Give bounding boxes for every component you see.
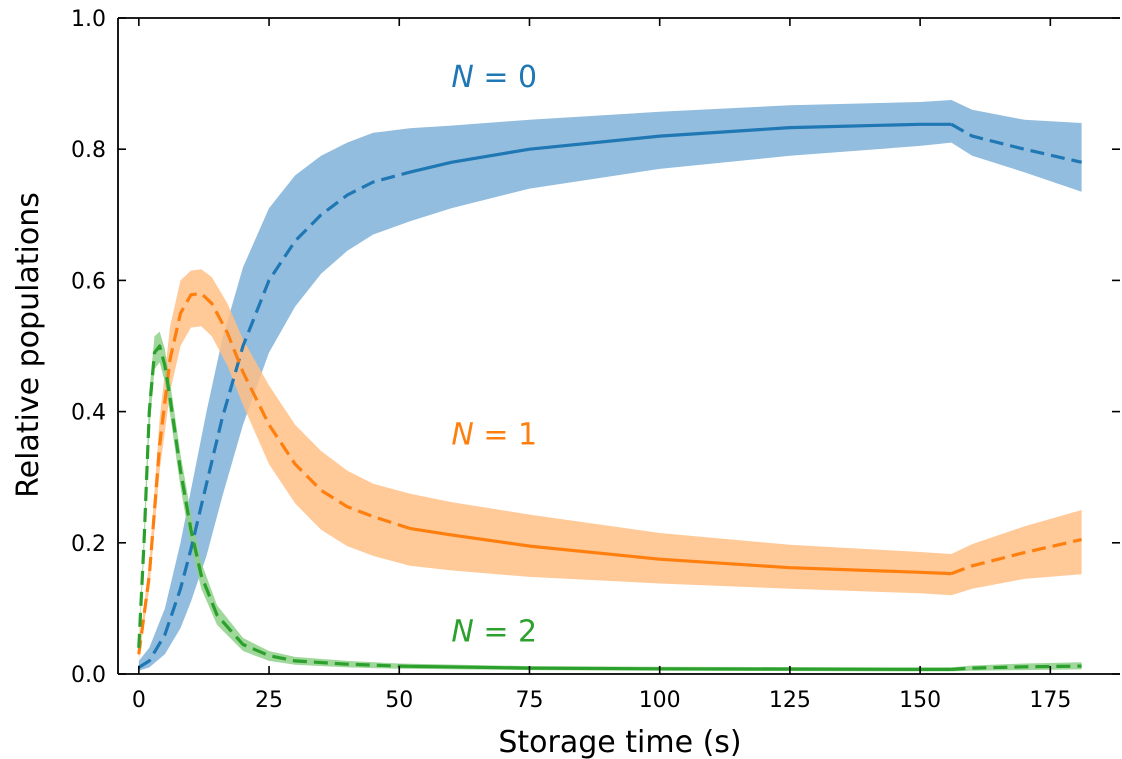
line-n0-early xyxy=(137,170,411,669)
confidence-bands xyxy=(138,100,1082,672)
line-n0-late xyxy=(950,122,1082,164)
band-n0 xyxy=(138,100,1082,671)
y-tick-label: 0.2 xyxy=(71,532,106,557)
band-n2 xyxy=(138,331,1082,672)
line-n2-early xyxy=(137,344,410,668)
series-label-n1: N = 1 xyxy=(451,418,537,453)
x-tick-label: 0 xyxy=(132,688,146,713)
band-n1 xyxy=(138,269,1082,661)
line-n2-mid xyxy=(409,664,952,671)
series-labels: N = 0 N = 1 N = 2 xyxy=(451,60,537,649)
ticks: 0 25 50 75 100 125 150 175 0.0 0.2 0.4 0.6 0.8 1.0 xyxy=(71,7,1120,713)
y-tick-label: 0.0 xyxy=(71,663,106,688)
y-tick-label: 1.0 xyxy=(71,7,106,32)
line-n2-late xyxy=(951,664,1082,671)
y-axis-label: Relative populations xyxy=(11,192,46,498)
line-n0-mid xyxy=(409,122,952,174)
line-n1-mid xyxy=(409,526,952,576)
x-tick-label: 75 xyxy=(515,688,543,713)
y-tick-label: 0.8 xyxy=(71,138,106,163)
x-tick-label: 100 xyxy=(639,688,681,713)
y-tick-label: 0.6 xyxy=(71,269,106,294)
line-n1-late xyxy=(950,537,1082,576)
x-tick-label: 150 xyxy=(899,688,941,713)
x-tick-label: 25 xyxy=(255,688,283,713)
x-tick-label: 50 xyxy=(385,688,413,713)
x-tick-label: 125 xyxy=(769,688,811,713)
x-tick-label: 175 xyxy=(1029,688,1071,713)
series-lines xyxy=(137,122,1082,671)
series-label-n2: N = 2 xyxy=(451,614,537,649)
y-tick-label: 0.4 xyxy=(71,401,106,426)
series-label-n0: N = 0 xyxy=(451,60,537,95)
axes xyxy=(117,17,1120,675)
x-axis-label: Storage time (s) xyxy=(498,725,741,759)
line-n1-early xyxy=(137,291,411,655)
